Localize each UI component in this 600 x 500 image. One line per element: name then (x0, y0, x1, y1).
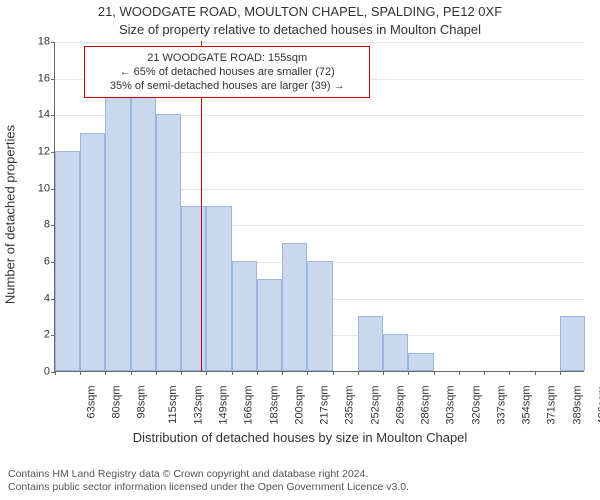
x-tick-label: 166sqm (244, 386, 255, 425)
y-tick-mark (51, 42, 55, 43)
histogram-bar (560, 316, 585, 371)
footer-attribution: Contains HM Land Registry data © Crown c… (8, 468, 409, 494)
annotation-line: 35% of semi-detached houses are larger (… (93, 79, 361, 93)
x-tick-label: 200sqm (295, 386, 306, 425)
histogram-bar (105, 96, 130, 371)
annotation-box: 21 WOODGATE ROAD: 155sqm← 65% of detache… (84, 46, 370, 98)
x-tick-label: 303sqm (446, 386, 457, 425)
x-tick-mark (55, 371, 56, 375)
annotation-line: ← 65% of detached houses are smaller (72… (93, 65, 361, 79)
histogram-bar (181, 206, 206, 371)
y-axis-label: Number of detached properties (3, 125, 18, 304)
chart-title: 21, WOODGATE ROAD, MOULTON CHAPEL, SPALD… (0, 4, 600, 19)
x-tick-label: 80sqm (112, 386, 123, 419)
x-axis-label: Distribution of detached houses by size … (0, 430, 600, 445)
x-tick-mark (206, 371, 207, 375)
y-tick-label: 16 (38, 73, 50, 84)
histogram-bar (408, 353, 433, 371)
histogram-bar (232, 261, 257, 371)
x-tick-label: 371sqm (547, 386, 558, 425)
y-tick-label: 10 (38, 183, 50, 194)
x-tick-mark (535, 371, 536, 375)
x-tick-mark (434, 371, 435, 375)
histogram-bar (55, 151, 80, 371)
x-tick-label: 132sqm (194, 386, 205, 425)
x-tick-label: 286sqm (421, 386, 432, 425)
y-tick-label: 6 (44, 257, 50, 268)
x-tick-label: 320sqm (471, 386, 482, 425)
footer-line-2: Contains public sector information licen… (8, 481, 409, 494)
histogram-bar (206, 206, 231, 371)
histogram-bar (131, 96, 156, 371)
x-tick-label: 389sqm (572, 386, 583, 425)
x-tick-label: 63sqm (87, 386, 98, 419)
x-tick-mark (358, 371, 359, 375)
y-tick-label: 0 (44, 367, 50, 378)
x-tick-mark (156, 371, 157, 375)
x-tick-mark (282, 371, 283, 375)
chart-subtitle: Size of property relative to detached ho… (0, 22, 600, 37)
x-tick-mark (232, 371, 233, 375)
histogram-bar (282, 243, 307, 371)
x-tick-label: 217sqm (320, 386, 331, 425)
histogram-bar (307, 261, 332, 371)
x-tick-mark (408, 371, 409, 375)
x-tick-mark (484, 371, 485, 375)
x-tick-mark (307, 371, 308, 375)
x-tick-mark (257, 371, 258, 375)
y-tick-label: 12 (38, 147, 50, 158)
annotation-line: 21 WOODGATE ROAD: 155sqm (93, 51, 361, 65)
x-tick-mark (105, 371, 106, 375)
histogram-bar (257, 279, 282, 371)
y-tick-label: 18 (38, 37, 50, 48)
x-tick-mark (459, 371, 460, 375)
x-tick-mark (383, 371, 384, 375)
y-tick-label: 2 (44, 330, 50, 341)
x-tick-mark (509, 371, 510, 375)
x-tick-label: 354sqm (522, 386, 533, 425)
x-tick-label: 183sqm (269, 386, 280, 425)
x-tick-mark (560, 371, 561, 375)
histogram-bar (156, 114, 181, 371)
x-tick-label: 252sqm (370, 386, 381, 425)
x-tick-mark (333, 371, 334, 375)
histogram-bar (383, 334, 408, 371)
histogram-bar (358, 316, 383, 371)
x-tick-mark (131, 371, 132, 375)
histogram-bar (80, 133, 105, 371)
x-tick-mark (80, 371, 81, 375)
x-tick-label: 115sqm (168, 386, 179, 424)
plot-area: 21 WOODGATE ROAD: 155sqm← 65% of detache… (54, 42, 584, 372)
gridline (55, 42, 584, 43)
x-tick-label: 98sqm (137, 386, 148, 419)
x-tick-mark (181, 371, 182, 375)
x-tick-label: 149sqm (219, 386, 230, 425)
y-tick-label: 8 (44, 220, 50, 231)
footer-line-1: Contains HM Land Registry data © Crown c… (8, 468, 409, 481)
y-tick-label: 4 (44, 293, 50, 304)
x-tick-label: 269sqm (395, 386, 406, 425)
y-tick-mark (51, 115, 55, 116)
y-tick-mark (51, 79, 55, 80)
y-tick-label: 14 (38, 110, 50, 121)
x-tick-label: 337sqm (496, 386, 507, 425)
x-tick-label: 235sqm (345, 386, 356, 425)
